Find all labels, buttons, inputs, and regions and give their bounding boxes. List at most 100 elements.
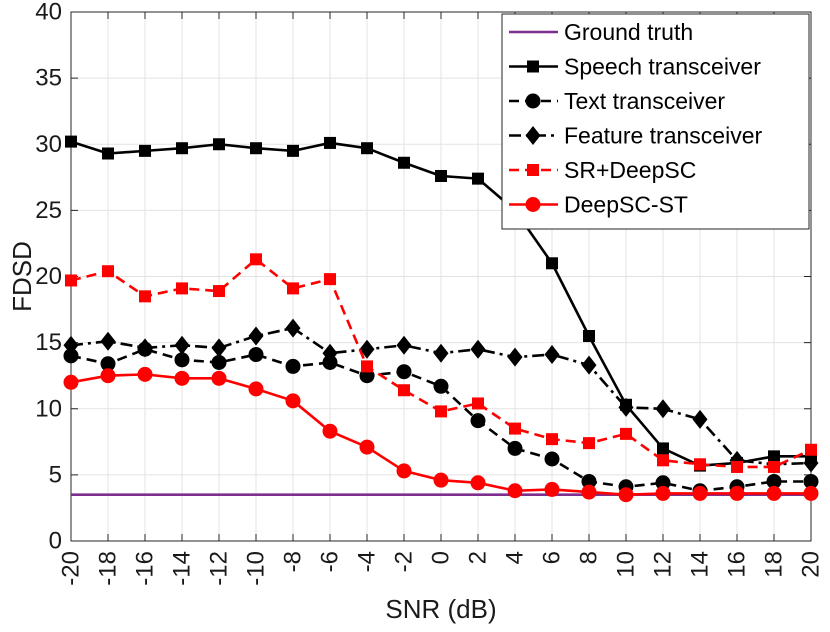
data-point — [655, 485, 671, 501]
data-point — [324, 273, 336, 286]
data-point — [803, 473, 819, 489]
data-point — [102, 265, 114, 278]
legend-label: Ground truth — [564, 19, 693, 45]
data-point — [248, 381, 264, 397]
x-axis-title: SNR (dB) — [385, 594, 496, 624]
x-tick-label: -4 — [354, 551, 381, 572]
data-point — [581, 355, 597, 375]
data-point — [546, 433, 558, 446]
y-tick-label: 30 — [35, 131, 62, 158]
y-tick-label: 20 — [35, 263, 62, 290]
data-point — [248, 326, 264, 346]
legend-entry: Feature transceiver — [509, 123, 762, 149]
data-point — [213, 138, 225, 151]
data-point — [174, 370, 190, 386]
legend-entry: Text transceiver — [509, 88, 725, 114]
data-point — [544, 345, 560, 365]
data-point — [803, 453, 819, 473]
data-point — [655, 475, 671, 491]
data-point — [65, 274, 77, 287]
x-tick-label: 18 — [761, 551, 788, 578]
y-axis-title: FDSD — [7, 241, 37, 312]
data-point — [544, 481, 560, 497]
data-point — [322, 423, 338, 439]
data-point — [63, 374, 79, 390]
x-tick-label: -10 — [243, 551, 270, 586]
data-point — [766, 473, 782, 489]
data-point — [507, 483, 523, 499]
legend-entry: SR+DeepSC — [509, 157, 696, 183]
x-tick-label: 16 — [724, 551, 751, 578]
data-point — [692, 409, 708, 429]
data-point — [211, 370, 227, 386]
legend-label: Feature transceiver — [564, 123, 762, 149]
y-tick-label: 5 — [49, 461, 62, 488]
x-tick-label: 2 — [465, 551, 492, 564]
data-point — [287, 144, 299, 157]
data-point — [509, 422, 521, 435]
legend-label: DeepSC-ST — [564, 192, 688, 218]
data-point — [63, 348, 79, 364]
x-tick-label: -14 — [169, 551, 196, 586]
data-point — [546, 257, 558, 270]
data-point — [102, 147, 114, 160]
data-point — [174, 335, 190, 355]
legend-entry: Speech transceiver — [509, 54, 761, 80]
data-point — [655, 399, 671, 419]
data-point — [100, 368, 116, 384]
data-point — [618, 397, 634, 417]
data-point — [507, 440, 523, 456]
data-point — [435, 405, 447, 418]
data-point — [805, 443, 817, 456]
data-point — [398, 384, 410, 397]
x-tick-label: 20 — [798, 551, 825, 578]
x-tick-label: -18 — [95, 551, 122, 586]
data-point — [139, 144, 151, 157]
data-point — [137, 366, 153, 382]
data-point — [544, 451, 560, 467]
data-point — [470, 339, 486, 359]
data-point — [433, 472, 449, 488]
data-point — [63, 335, 79, 355]
data-point — [396, 335, 412, 355]
data-point — [729, 485, 745, 501]
series-line — [70, 347, 811, 493]
data-point — [618, 487, 634, 503]
legend-box — [501, 13, 810, 230]
data-point — [211, 354, 227, 370]
y-tick-label: 10 — [35, 395, 62, 422]
legend-label: Speech transceiver — [564, 54, 761, 80]
data-point — [583, 330, 595, 343]
data-point — [803, 485, 819, 501]
legend-entry: DeepSC-ST — [509, 192, 688, 218]
series-2 — [63, 341, 819, 499]
data-point — [285, 358, 301, 374]
x-tick-label: 4 — [502, 551, 529, 564]
x-tick-label: 0 — [428, 551, 455, 564]
data-point — [285, 393, 301, 409]
data-point — [359, 339, 375, 359]
series-4 — [65, 253, 817, 473]
series-3 — [63, 318, 819, 474]
data-point — [396, 463, 412, 479]
data-point — [285, 318, 301, 338]
data-point — [361, 142, 373, 155]
data-point — [322, 343, 338, 363]
data-point — [287, 282, 299, 295]
series-5 — [63, 366, 819, 503]
data-point — [620, 427, 632, 440]
x-tick-label: -6 — [317, 551, 344, 572]
data-point — [581, 484, 597, 500]
data-point — [359, 439, 375, 455]
data-point — [472, 172, 484, 185]
data-point — [174, 352, 190, 368]
x-tick-label: 12 — [650, 551, 677, 578]
data-point — [213, 285, 225, 298]
legend-marker — [527, 164, 539, 176]
data-point — [731, 460, 743, 473]
legend-label: SR+DeepSC — [564, 157, 696, 183]
data-point — [398, 156, 410, 169]
series-group — [63, 135, 819, 503]
